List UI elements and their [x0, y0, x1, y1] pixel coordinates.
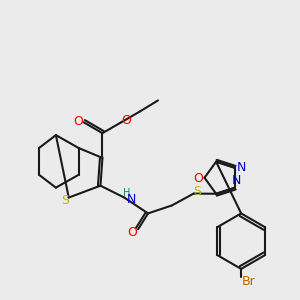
Text: N: N [237, 161, 247, 174]
Text: O: O [194, 172, 203, 185]
Text: N: N [231, 174, 241, 187]
Text: O: O [121, 114, 131, 127]
Text: O: O [74, 115, 84, 128]
Text: N: N [127, 193, 136, 206]
Text: Br: Br [242, 275, 256, 288]
Text: H: H [122, 188, 130, 198]
Text: S: S [61, 194, 69, 207]
Text: S: S [194, 185, 202, 198]
Text: O: O [127, 226, 137, 239]
